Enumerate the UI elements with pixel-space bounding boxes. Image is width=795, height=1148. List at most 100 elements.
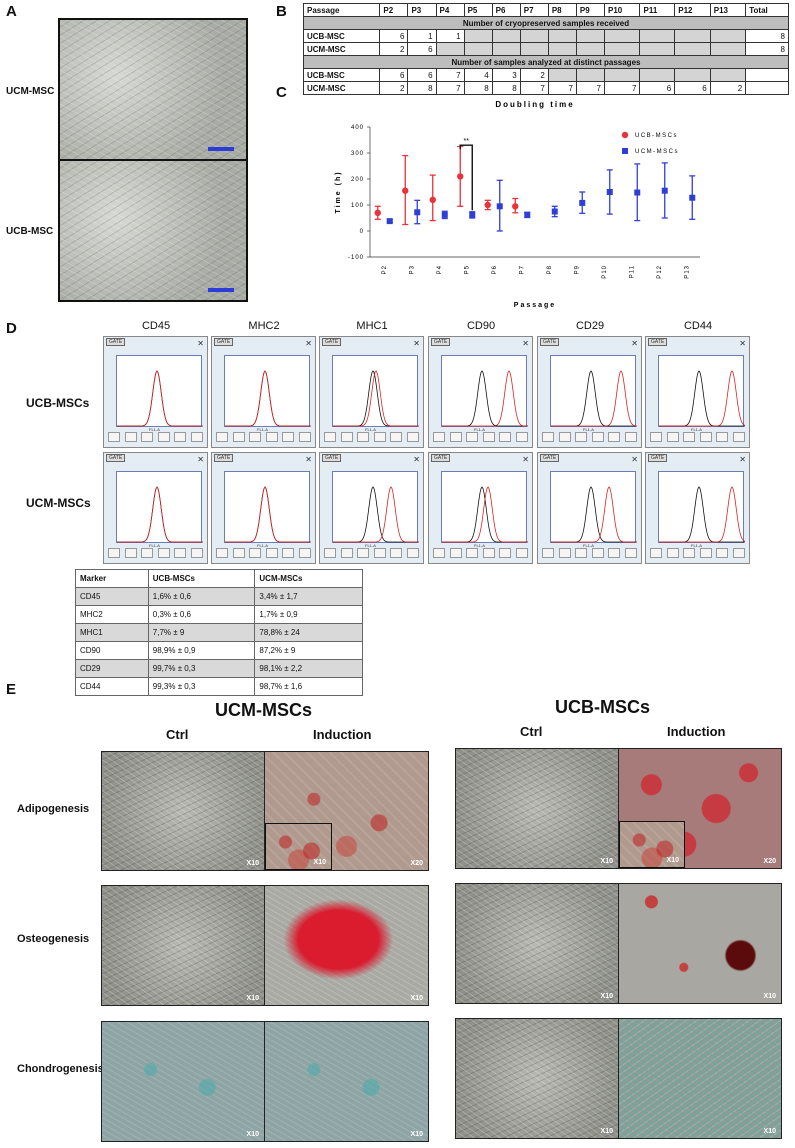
close-icon[interactable]: ✕ [739,339,746,348]
close-icon[interactable]: ✕ [739,455,746,464]
close-icon[interactable]: ✕ [197,339,204,348]
axis-label: FL1-A [257,543,268,548]
marker-curve [117,486,203,543]
close-icon[interactable]: ✕ [197,455,204,464]
marker-label-mhc2: MHC2 [248,320,280,332]
magnification-label: X10 [313,859,326,866]
panel-e-label: E [6,681,17,698]
count-cell [435,42,465,56]
gate-tag: GATE [106,338,126,346]
data-point [469,211,476,218]
flow-histogram: GATE ✕ FL1-A [537,336,642,448]
marker-cell: 98,1% ± 2,2 [254,659,363,678]
isotype-curve [225,486,311,543]
ucm-ctrl-header: Ctrl [166,727,189,742]
count-cell [547,42,577,56]
histogram-curves [442,370,528,427]
x-tick-label: P2 [382,265,388,274]
ucb-osteo-ctrl: X10 [455,883,619,1004]
ucb-osteo-induction: X10 [618,883,782,1004]
passage-row: UCB-MSC 6 1 1 8 [302,29,789,43]
histogram-curves [659,486,746,543]
close-icon[interactable]: ✕ [413,339,420,348]
close-icon[interactable]: ✕ [305,339,312,348]
passage-header-cell: P11 [639,3,676,17]
significance-bracket [459,144,473,211]
magnification-label: X10 [666,857,679,864]
count-cell [603,29,641,43]
count-cell: 1 [407,29,437,43]
axis-label: FL1-A [365,427,376,432]
marker-table: Marker UCB-MSCs UCM-MSCs CD45 1,6% ± 0,6 3,4… [75,569,363,696]
x-tick-label: P11 [629,265,635,278]
axis-label: FL1-A [149,427,160,432]
section2-title: Number of samples analyzed at distinct p… [303,55,789,69]
count-cell: 7 [603,81,641,95]
x-tick-label: P13 [684,265,690,279]
count-cell: 7 [519,81,549,95]
panel-d-label: D [6,320,17,337]
count-cell [491,42,521,56]
histogram-curves [551,486,637,543]
x-tick-label: P6 [492,265,498,274]
isotype-curve [117,486,203,543]
marker-curve [442,370,528,427]
ucm-osteo-ctrl: X10 [101,885,265,1006]
legend-marker [622,148,628,154]
count-cell [674,42,711,56]
data-point [524,211,531,218]
marker-curve [333,370,419,427]
gate-tag: GATE [431,338,451,346]
ucb-chondro-ctrl: X10 [455,1018,619,1139]
histogram-curves [551,370,638,427]
close-icon[interactable]: ✕ [413,455,420,464]
magnification-label: X10 [763,1128,776,1135]
gate-tag: GATE [214,454,234,462]
data-point [496,203,503,210]
close-icon[interactable]: ✕ [522,455,529,464]
row-label-adipogenesis: Adipogenesis [17,803,90,815]
passage-header-cell: P7 [519,3,549,17]
count-cell: 8 [463,81,493,95]
total-cell [745,81,789,95]
flow-histogram: GATE ✕ FL1-A [103,336,208,448]
data-point [661,187,668,194]
histogram-curves [117,486,203,543]
panel-a-ucb-label: UCB-MSC [6,226,54,237]
axis-label: FL1-A [691,427,702,432]
count-cell: 6 [639,81,676,95]
passage-row: UCB-MSC 6 6 7 4 3 2 [302,68,789,82]
ucm-chondro-induction: X10 [264,1021,429,1142]
flow-histogram: GATE ✕ FL1-A [645,452,750,564]
flow-histogram: GATE ✕ FL1-A [319,452,424,564]
passage-header-cell: P9 [575,3,605,17]
scale-bar [208,147,234,151]
isotype-curve [551,486,637,543]
close-icon[interactable]: ✕ [631,339,638,348]
marker-cell: 0,3% ± 0,6 [147,605,256,624]
passage-row: UCM-MSC 2 8 7 8 8 7 7 7 7 6 6 2 [302,81,789,95]
ucm-adipo-induction: X10 X20 [264,751,429,871]
close-icon[interactable]: ✕ [631,455,638,464]
isotype-curve [442,370,528,427]
close-icon[interactable]: ✕ [522,339,529,348]
count-cell: 7 [435,81,465,95]
count-cell: 8 [491,81,521,95]
count-cell: 2 [379,42,409,56]
data-point [414,209,421,216]
count-cell: 8 [407,81,437,95]
magnification-label: X10 [410,1131,423,1138]
total-cell: 8 [745,29,789,43]
count-cell [547,29,577,43]
section1-title: Number of cryopreserved samples received [303,16,789,30]
x-tick-label: P12 [657,265,663,279]
close-icon[interactable]: ✕ [305,455,312,464]
count-cell: 2 [519,68,549,82]
histogram-curves [333,370,419,427]
marker-cell: 99,7% ± 0,3 [147,659,256,678]
data-point [457,173,464,180]
count-cell [519,29,549,43]
flow-histogram: GATE ✕ FL1-A [211,336,316,448]
isotype-curve [333,370,419,427]
marker-cell: 78,8% ± 24 [254,623,363,642]
